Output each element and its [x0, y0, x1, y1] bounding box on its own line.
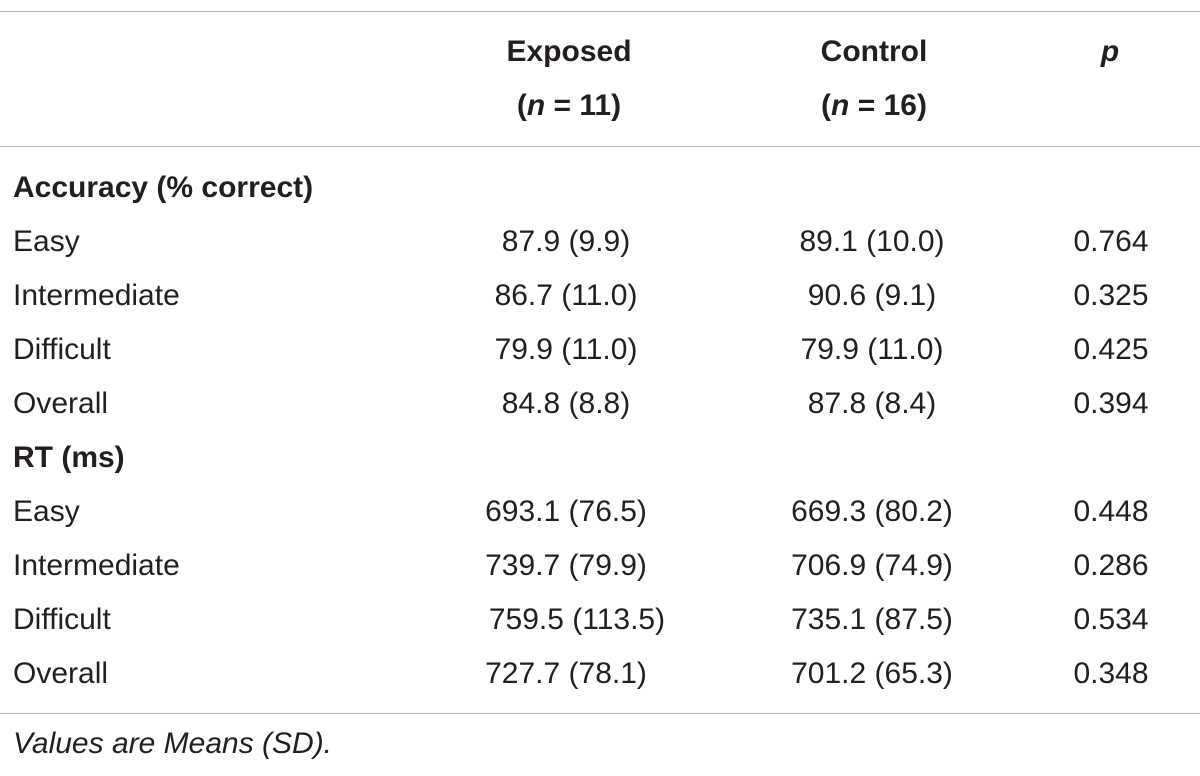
header-exposed: Exposed	[506, 35, 632, 68]
cell-p: 0.534	[1073, 603, 1149, 636]
cell-p: 0.764	[1073, 225, 1149, 258]
cell-exposed: 693.1 (76.5)	[485, 495, 647, 528]
cell-exposed: 759.5 (113.5)	[488, 603, 666, 636]
row-label: Overall	[13, 387, 109, 420]
header-control-n-rest: = 16)	[849, 89, 927, 122]
row-label: Overall	[13, 657, 109, 690]
cell-control: 87.8 (8.4)	[807, 387, 937, 420]
row-label: Intermediate	[13, 279, 180, 312]
header-control-n-var: n	[831, 89, 850, 122]
cell-exposed: 739.7 (79.9)	[485, 549, 647, 582]
cell-p: 0.325	[1073, 279, 1149, 312]
header-exposed-n-rest: = 11)	[545, 89, 622, 122]
cell-p: 0.286	[1073, 549, 1149, 582]
cell-exposed: 727.7 (78.1)	[485, 657, 647, 690]
cell-exposed: 79.9 (11.0)	[494, 333, 638, 366]
cell-p: 0.394	[1073, 387, 1149, 420]
header-control: Control	[820, 35, 928, 68]
cell-exposed: 87.9 (9.9)	[501, 225, 631, 258]
row-label: Difficult	[13, 333, 111, 366]
cell-control: 706.9 (74.9)	[791, 549, 953, 582]
cell-p: 0.425	[1073, 333, 1149, 366]
cell-control: 735.1 (87.5)	[791, 603, 953, 636]
cell-control: 90.6 (9.1)	[807, 279, 937, 312]
row-label: Intermediate	[13, 549, 180, 582]
cell-p: 0.348	[1073, 657, 1149, 690]
header-exposed-n-prefix: (	[516, 89, 527, 122]
header-p: p	[1101, 35, 1119, 69]
header-rule	[0, 146, 1200, 147]
cell-control: 89.1 (10.0)	[799, 225, 945, 258]
row-label: Difficult	[13, 603, 111, 636]
section-title-rt: RT (ms)	[13, 441, 125, 474]
top-rule	[0, 11, 1200, 12]
cell-control: 79.9 (11.0)	[800, 333, 944, 366]
row-label: Easy	[13, 225, 80, 258]
row-label: Easy	[13, 495, 80, 528]
bottom-rule	[0, 713, 1200, 714]
cell-control: 669.3 (80.2)	[791, 495, 953, 528]
cell-exposed: 86.7 (11.0)	[494, 279, 638, 312]
header-exposed-n: (n = 11)	[517, 89, 621, 123]
header-p-label: p	[1100, 35, 1120, 68]
header-control-n: (n = 16)	[821, 89, 927, 123]
table-footnote: Values are Means (SD).	[13, 727, 333, 760]
header-control-n-prefix: (	[821, 89, 832, 122]
section-title-accuracy: Accuracy (% correct)	[13, 171, 314, 204]
cell-p: 0.448	[1073, 495, 1149, 528]
header-exposed-n-var: n	[526, 89, 546, 122]
cell-exposed: 84.8 (8.8)	[501, 387, 631, 420]
cell-control: 701.2 (65.3)	[791, 657, 953, 690]
